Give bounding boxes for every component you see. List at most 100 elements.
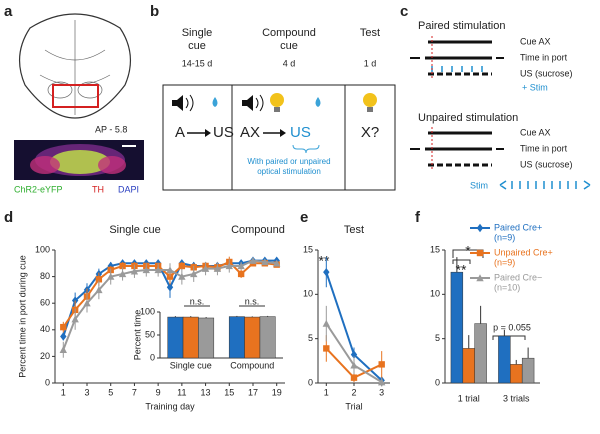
marker	[71, 296, 79, 305]
marker	[323, 267, 330, 277]
panel-label: f	[415, 209, 421, 226]
y-tick-label: 0	[45, 377, 50, 387]
marker	[237, 262, 245, 270]
bar	[228, 316, 245, 359]
x-tick-label: Single cue	[170, 360, 212, 370]
stain-label: TH	[92, 184, 104, 194]
row-label: US (sucrose)	[520, 159, 573, 169]
duration: 4 d	[283, 58, 296, 68]
x-tick-label: 1	[324, 387, 329, 397]
marker	[178, 262, 186, 270]
stain-label: ChR2-eYFP	[14, 184, 63, 194]
marker	[190, 270, 198, 278]
y-tick-label: 80	[40, 271, 50, 281]
marker	[60, 323, 67, 331]
cue-icons	[172, 93, 377, 154]
marker	[249, 256, 257, 264]
column-title: Compound	[262, 27, 316, 39]
x-axis-label: Trial	[345, 401, 362, 411]
x-tick-label: 1 trial	[458, 393, 480, 403]
marker	[261, 258, 269, 266]
y-tick-label: 10	[303, 289, 313, 299]
bar	[259, 316, 276, 359]
marker	[130, 267, 139, 275]
marker	[166, 266, 174, 274]
x-tick-label: 17	[248, 387, 258, 397]
bar	[462, 348, 475, 384]
x-tick-label: Compound	[230, 360, 274, 370]
x-axis-label: Training day	[145, 401, 195, 411]
paired-timeline	[410, 36, 504, 80]
marker	[118, 270, 127, 278]
x-tick-label: 9	[156, 387, 161, 397]
panel-label: d	[4, 209, 13, 226]
marker	[225, 262, 233, 270]
x-tick-label: 7	[132, 387, 137, 397]
y-tick-label: 5	[435, 333, 440, 343]
section-label: AP - 5.8	[95, 124, 127, 134]
y-tick-label: 15	[303, 244, 313, 254]
panel-label: e	[300, 209, 308, 226]
y-tick-label: 10	[430, 289, 440, 299]
row-label: US (sucrose)	[520, 68, 573, 78]
y-tick-label: 20	[40, 351, 50, 361]
x-tick-label: 1	[61, 387, 66, 397]
y-axis-label: Percent time in port during cue	[17, 255, 27, 378]
bar	[498, 335, 511, 384]
cue-label: A	[175, 124, 185, 141]
marker	[237, 270, 245, 278]
legend-note: (n=10)	[494, 282, 520, 292]
annotation: n.s.	[245, 296, 260, 306]
annotation: **	[319, 253, 330, 269]
x-tick-label: 11	[177, 387, 186, 397]
marker	[71, 315, 79, 323]
marker	[95, 276, 103, 283]
marker	[378, 361, 385, 368]
marker	[95, 286, 103, 294]
stain-label: DAPI	[118, 184, 139, 194]
annotation: *	[465, 243, 471, 259]
annotation: Single cue	[109, 224, 160, 236]
brain-section	[19, 13, 131, 119]
marker	[350, 350, 358, 359]
outcome-label: US	[290, 124, 311, 141]
legend-note: (n=9)	[494, 232, 515, 242]
row-label: Cue AX	[520, 36, 551, 46]
row-label: Time in port	[520, 143, 568, 153]
condition-title: Paired stimulation	[418, 20, 505, 32]
marker	[350, 361, 358, 369]
column-title: Single	[182, 27, 213, 39]
annotation: Compound	[231, 224, 285, 236]
legend-label: Unpaired Cre+	[494, 247, 553, 257]
chart-title: Test	[344, 224, 364, 236]
bar	[244, 316, 261, 359]
stim-label: + Stim	[522, 82, 548, 92]
annotation: n.s.	[190, 296, 205, 306]
cue-label: X?	[361, 124, 379, 141]
y-tick-label: 50	[145, 329, 155, 339]
legend-marker	[476, 249, 484, 257]
legend-label: Paired Cre+	[494, 222, 542, 232]
marker	[377, 378, 386, 386]
x-tick-label: 3 trials	[503, 393, 530, 403]
y-tick-label: 5	[308, 333, 313, 343]
outcome-label: US	[213, 124, 234, 141]
y-tick-label: 0	[150, 352, 155, 362]
marker	[60, 332, 67, 341]
marker	[201, 264, 210, 272]
bar	[450, 271, 464, 384]
condition-title: Unpaired stimulation	[418, 112, 518, 124]
column-title: Test	[360, 27, 380, 39]
marker	[350, 374, 358, 381]
fluorescence-image	[14, 140, 144, 180]
marker	[273, 259, 281, 267]
marker	[323, 345, 330, 352]
bar	[182, 316, 199, 359]
x-tick-label: 5	[108, 387, 113, 397]
unpaired-timeline	[410, 127, 591, 190]
y-tick-label: 40	[40, 324, 50, 334]
stim-label: Stim	[470, 180, 488, 190]
marker	[83, 299, 91, 307]
legend-marker	[476, 223, 484, 233]
